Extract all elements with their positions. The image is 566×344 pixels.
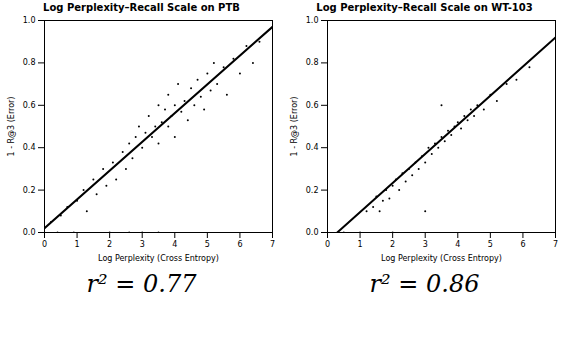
svg-text:0.0: 0.0	[305, 228, 318, 237]
svg-text:0.6: 0.6	[22, 101, 35, 110]
svg-text:0.0: 0.0	[22, 228, 35, 237]
svg-text:7: 7	[269, 240, 274, 249]
html-text:Log Perplexity–Recall Scale on: Log Perplexity–Recall Scale on WT-103	[316, 2, 533, 13]
svg-text:4: 4	[455, 240, 460, 249]
svg-text:Log Perplexity (Cross Entropy): Log Perplexity (Cross Entropy)	[381, 254, 502, 263]
svg-text:1.0: 1.0	[305, 16, 318, 25]
svg-text:3: 3	[139, 240, 144, 249]
svg-text:0.2: 0.2	[22, 186, 35, 195]
html-text:r² = 0.86: r² = 0.86	[369, 270, 480, 298]
svg-text:Log Perplexity (Cross Entropy): Log Perplexity (Cross Entropy)	[98, 254, 219, 263]
svg-text:0.4: 0.4	[22, 143, 35, 152]
svg-text:2: 2	[390, 240, 395, 249]
svg-text:1 - R@3 (Error): 1 - R@3 (Error)	[7, 97, 16, 157]
svg-text:5: 5	[487, 240, 492, 249]
svg-text:5: 5	[204, 240, 209, 249]
svg-text:0: 0	[41, 240, 46, 249]
svg-text:1 - R@3 (Error): 1 - R@3 (Error)	[290, 97, 299, 157]
svg-text:0.2: 0.2	[305, 186, 318, 195]
svg-text:6: 6	[520, 240, 525, 249]
svg-text:3: 3	[422, 240, 427, 249]
svg-text:0.8: 0.8	[305, 58, 318, 67]
svg-text:0.6: 0.6	[305, 101, 318, 110]
svg-text:1: 1	[357, 240, 362, 249]
html-text:Log Perplexity–Recall Scale on: Log Perplexity–Recall Scale on PTB	[43, 2, 240, 13]
html-text:r² = 0.77: r² = 0.77	[86, 270, 197, 298]
svg-text:1.0: 1.0	[22, 16, 35, 25]
svg-text:0.4: 0.4	[305, 143, 318, 152]
svg-text:2: 2	[107, 240, 112, 249]
svg-text:0.8: 0.8	[22, 58, 35, 67]
svg-text:7: 7	[552, 240, 557, 249]
svg-text:0: 0	[324, 240, 329, 249]
svg-text:4: 4	[172, 240, 177, 249]
svg-text:6: 6	[237, 240, 242, 249]
svg-text:1: 1	[74, 240, 79, 249]
